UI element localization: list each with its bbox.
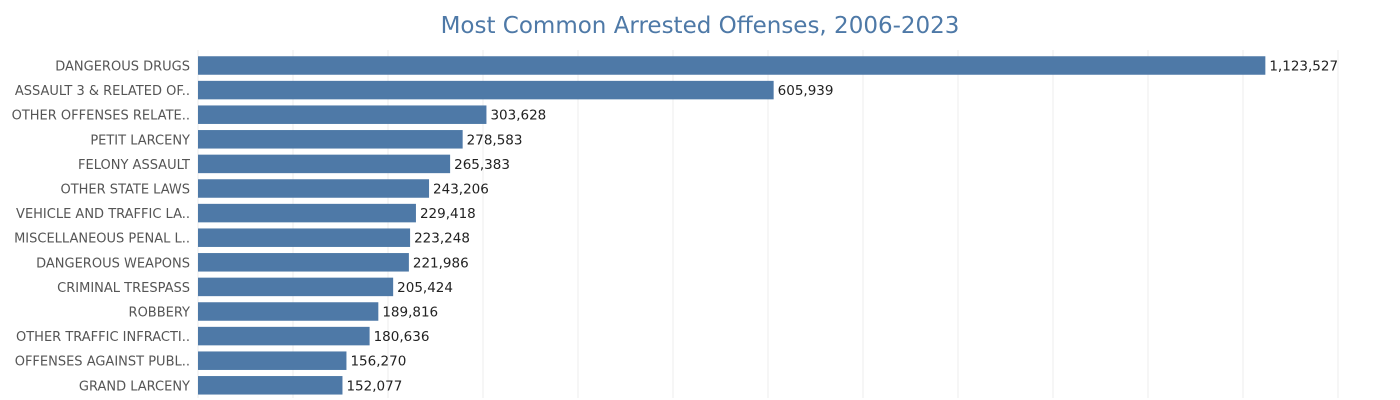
category-label: ASSAULT 3 & RELATED OF.. (15, 84, 190, 99)
bar[interactable] (198, 302, 379, 321)
bar[interactable] (198, 154, 451, 174)
bar[interactable] (198, 376, 343, 395)
category-label: GRAND LARCENY (79, 379, 190, 394)
bar[interactable] (198, 203, 416, 223)
bar[interactable] (198, 130, 463, 149)
bar[interactable] (198, 277, 394, 297)
value-label: 243,206 (433, 182, 489, 198)
value-label: 303,628 (490, 108, 546, 124)
value-labels: 1,123,527 605,939 303,628 278,583 265,383 243… (346, 59, 1338, 395)
category-label: OFFENSES AGAINST PUBL.. (15, 355, 190, 370)
value-label: 1,123,527 (1269, 59, 1338, 75)
category-label: OTHER OFFENSES RELATE.. (12, 109, 190, 124)
value-label: 221,986 (413, 255, 469, 271)
value-label: 205,424 (397, 280, 453, 296)
category-label: ROBBERY (129, 306, 191, 321)
value-label: 180,636 (374, 329, 430, 345)
gridlines (197, 50, 1339, 398)
bar[interactable] (198, 326, 370, 346)
value-label: 189,816 (382, 305, 438, 321)
bar[interactable] (198, 179, 430, 198)
value-label: 605,939 (778, 83, 834, 99)
value-label: 223,248 (414, 231, 470, 247)
category-label: PETIT LARCENY (90, 133, 190, 148)
category-label: MISCELLANEOUS PENAL L.. (14, 232, 190, 247)
value-label: 229,418 (420, 206, 476, 222)
category-label: DANGEROUS DRUGS (55, 60, 190, 75)
category-label: VEHICLE AND TRAFFIC LA.. (16, 207, 190, 222)
bar[interactable] (198, 105, 487, 124)
value-label: 265,383 (454, 157, 510, 173)
category-label: FELONY ASSAULT (78, 158, 190, 173)
bar[interactable] (198, 253, 409, 272)
bar[interactable] (198, 56, 1266, 75)
bar[interactable] (198, 228, 411, 247)
category-label: OTHER STATE LAWS (60, 183, 190, 198)
bar[interactable] (198, 351, 347, 370)
chart-title: Most Common Arrested Offenses, 2006-2023 (441, 13, 960, 39)
value-label: 156,270 (350, 354, 406, 370)
category-labels: DANGEROUS DRUGS ASSAULT 3 & RELATED OF.. O… (12, 60, 190, 395)
bars (198, 56, 1266, 395)
value-label: 278,583 (467, 132, 523, 148)
category-label: DANGEROUS WEAPONS (36, 256, 190, 271)
bar[interactable] (198, 80, 774, 100)
value-label: 152,077 (346, 378, 402, 394)
category-label: CRIMINAL TRESPASS (57, 281, 190, 296)
category-label: OTHER TRAFFIC INFRACTI.. (16, 330, 190, 345)
